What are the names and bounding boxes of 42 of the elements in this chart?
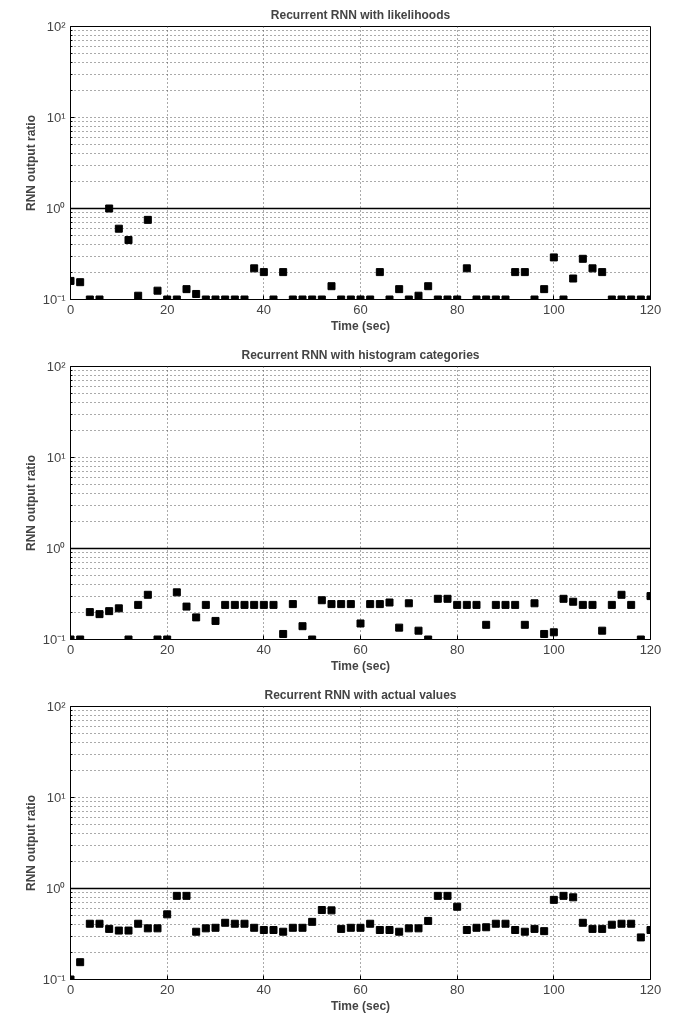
chart-title: Recurrent RNN with actual values: [264, 687, 457, 702]
x-tick-label: 0: [66, 641, 75, 657]
y-tick-label: 10¹: [46, 110, 67, 125]
y-tick-label: 10⁰: [46, 541, 66, 556]
y-axis-title: RNN output ratio: [23, 795, 38, 891]
chart-title: Recurrent RNN with histogram categories: [241, 347, 480, 362]
x-tick-label: 120: [639, 981, 662, 997]
x-axis-title: Time (sec): [330, 658, 391, 673]
y-tick-label: 10¹: [46, 450, 67, 465]
x-tick-label: 60: [353, 301, 368, 317]
y-axis-title: RNN output ratio: [23, 455, 38, 551]
x-tick-label: 20: [159, 301, 175, 317]
y-tick-label: 10⁻¹: [42, 632, 67, 647]
chart-title: Recurrent RNN with likelihoods: [270, 7, 451, 22]
x-tick-label: 60: [353, 981, 368, 997]
y-tick-label: 10⁰: [46, 201, 66, 216]
x-tick-label: 60: [353, 641, 368, 657]
y-tick-label: 10¹: [46, 790, 67, 805]
y-tick-label: 10⁻¹: [42, 972, 67, 987]
x-axis-title: Time (sec): [330, 318, 391, 333]
x-tick-label: 40: [256, 641, 272, 657]
x-tick-label: 100: [542, 981, 565, 997]
x-tick-label: 80: [449, 981, 465, 997]
y-tick-label: 10²: [46, 359, 67, 374]
x-tick-label: 40: [256, 301, 272, 317]
x-tick-label: 20: [159, 981, 175, 997]
y-tick-label: 10²: [46, 19, 67, 34]
x-axis-title: Time (sec): [330, 998, 391, 1013]
x-tick-label: 120: [639, 641, 662, 657]
x-tick-label: 80: [449, 301, 465, 317]
y-tick-label: 10⁰: [46, 881, 66, 896]
x-tick-label: 0: [66, 301, 75, 317]
x-tick-label: 40: [256, 981, 272, 997]
y-tick-label: 10²: [46, 699, 67, 714]
x-tick-label: 20: [159, 641, 175, 657]
x-tick-label: 80: [449, 641, 465, 657]
y-axis-title: RNN output ratio: [23, 115, 38, 211]
x-tick-label: 100: [542, 301, 565, 317]
x-tick-label: 100: [542, 641, 565, 657]
x-tick-label: 0: [66, 981, 75, 997]
y-tick-label: 10⁻¹: [42, 292, 67, 307]
x-tick-label: 120: [639, 301, 662, 317]
